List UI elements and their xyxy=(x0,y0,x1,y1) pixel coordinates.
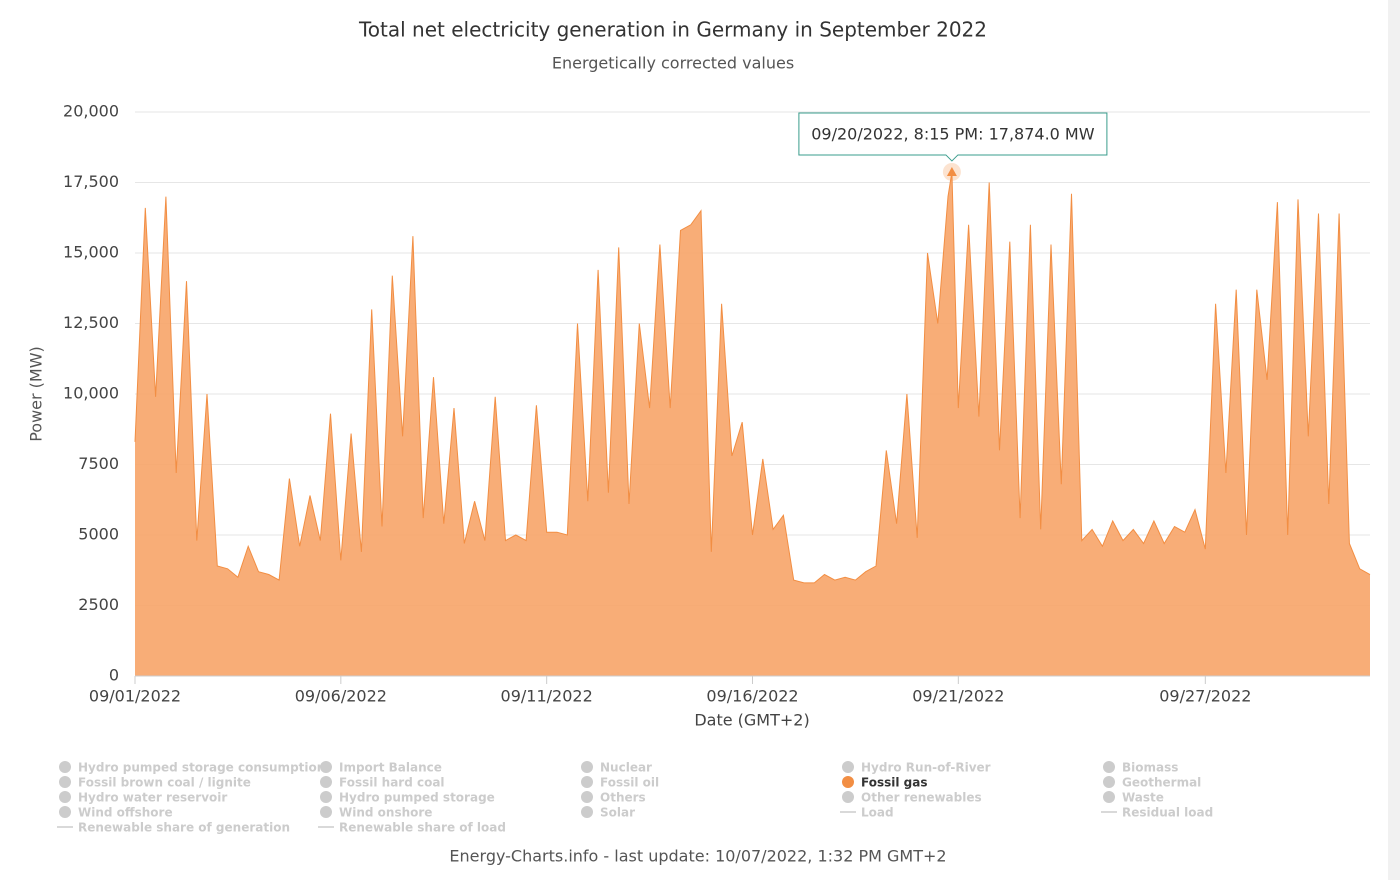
legend-symbol xyxy=(1103,776,1115,788)
y-tick-label: 2500 xyxy=(78,595,119,614)
legend-symbol xyxy=(1103,791,1115,803)
plot xyxy=(134,171,1371,676)
legend-symbol xyxy=(581,776,593,788)
legend-label[interactable]: Geothermal xyxy=(1122,776,1201,790)
legend-label[interactable]: Others xyxy=(600,791,646,805)
legend-symbol xyxy=(320,806,332,818)
legend: Hydro pumped storage consumption Import B… xyxy=(57,761,1213,835)
legend-label[interactable]: Biomass xyxy=(1122,761,1178,775)
area xyxy=(135,172,1370,676)
axes: 0 2500 5000 7500 10,000 12,500 15,000 17,500 20,… xyxy=(63,102,1370,706)
legend-label[interactable]: Renewable share of generation xyxy=(78,821,290,835)
legend-label[interactable]: Renewable share of load xyxy=(339,821,506,835)
scrollbar xyxy=(1388,0,1400,880)
y-tick-label: 20,000 xyxy=(63,102,119,121)
legend-symbol xyxy=(581,791,593,803)
legend-label[interactable]: Solar xyxy=(600,806,635,820)
hover-marker xyxy=(946,166,957,176)
legend-symbol xyxy=(842,761,854,773)
tooltip-text: 09/20/2022, 8:15 PM: 17,874.0 MW xyxy=(811,124,1094,143)
legend-label[interactable]: Fossil brown coal / lignite xyxy=(78,776,251,790)
y-tick-label: 0 xyxy=(109,666,119,685)
legend-label[interactable]: Other renewables xyxy=(861,791,982,805)
legend-label[interactable]: Hydro Run-of-River xyxy=(861,761,991,775)
x-tick-label: 09/11/2022 xyxy=(501,687,593,706)
x-axis-title: Date (GMT+2) xyxy=(694,711,809,730)
tooltip: 09/20/2022, 8:15 PM: 17,874.0 MW xyxy=(798,112,1108,181)
legend-label[interactable]: Fossil gas xyxy=(861,776,927,790)
legend-symbol xyxy=(581,806,593,818)
legend-label[interactable]: Waste xyxy=(1122,791,1164,805)
y-tick-label: 17,500 xyxy=(63,172,119,191)
y-tick-label: 5000 xyxy=(78,525,119,544)
x-tick-label: 09/27/2022 xyxy=(1159,687,1251,706)
chart-subtitle: Energetically corrected values xyxy=(552,54,794,73)
y-tick-label: 7500 xyxy=(78,454,119,473)
legend-symbol xyxy=(320,776,332,788)
legend-symbol xyxy=(59,806,71,818)
legend-symbol xyxy=(1103,761,1115,773)
area-line xyxy=(134,171,1371,584)
legend-label[interactable]: Residual load xyxy=(1122,806,1213,820)
legend-label[interactable]: Wind onshore xyxy=(339,806,432,820)
legend-symbol xyxy=(842,791,854,803)
legend-label[interactable]: Fossil oil xyxy=(600,776,659,790)
x-tick-label: 09/16/2022 xyxy=(706,687,798,706)
x-tick-label: 09/01/2022 xyxy=(89,687,181,706)
y-tick-label: 15,000 xyxy=(63,243,119,262)
chart-title: Total net electricity generation in Germ… xyxy=(358,18,987,42)
legend-symbol xyxy=(320,761,332,773)
y-tick-label: 12,500 xyxy=(63,313,119,332)
legend-label[interactable]: Import Balance xyxy=(339,761,442,775)
legend-label[interactable]: Hydro pumped storage xyxy=(339,791,495,805)
legend-symbol xyxy=(842,776,854,788)
legend-symbol xyxy=(320,791,332,803)
legend-label[interactable]: Fossil hard coal xyxy=(339,776,445,790)
tooltip-box xyxy=(798,112,1108,162)
footer: Energy-Charts.info - last update: 10/07/… xyxy=(449,847,946,866)
legend-label[interactable]: Hydro pumped storage consumption xyxy=(78,761,325,775)
y-tick-label: 10,000 xyxy=(63,384,119,403)
legend-symbol xyxy=(59,791,71,803)
legend-label[interactable]: Nuclear xyxy=(600,761,652,775)
x-tick-label: 09/06/2022 xyxy=(295,687,387,706)
legend-label[interactable]: Load xyxy=(861,806,894,820)
y-axis-title: Power (MW) xyxy=(27,346,46,442)
legend-symbol xyxy=(59,776,71,788)
x-tick-label: 09/21/2022 xyxy=(912,687,1004,706)
legend-label[interactable]: Wind offshore xyxy=(78,806,173,820)
legend-symbol xyxy=(581,761,593,773)
legend-label[interactable]: Hydro water reservoir xyxy=(78,791,227,805)
legend-symbol xyxy=(59,761,71,773)
